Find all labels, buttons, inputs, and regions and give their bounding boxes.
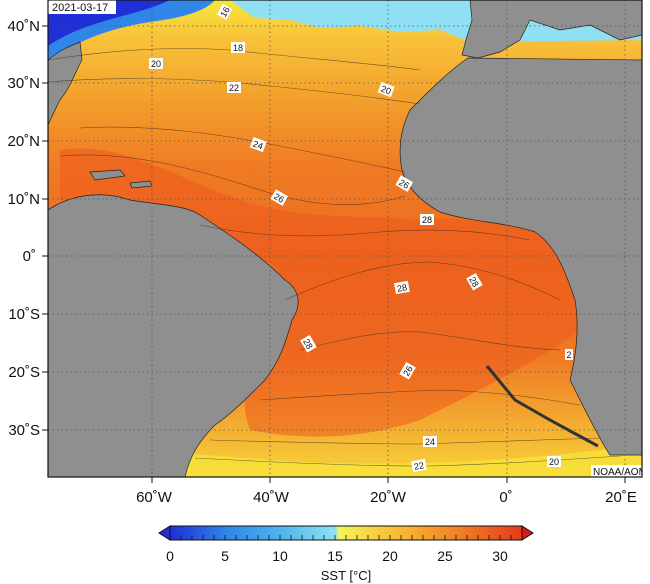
isotherm-label: 20 (549, 457, 559, 467)
date-stamp: 2021-03-17 (52, 2, 108, 14)
colorbar-title: SST [°C] (321, 568, 371, 583)
isotherm-label: 20 (151, 59, 161, 69)
credit-label: NOAA/AOML (593, 467, 650, 478)
isotherm-label: 26 (397, 177, 411, 191)
lon-tick-label: 20˚W (370, 489, 407, 506)
colorbar-max-arrow (521, 525, 534, 541)
isotherm-label: 20 (380, 84, 393, 97)
isotherm-label: 26 (272, 191, 286, 205)
lon-tick-label: 20˚E (605, 489, 637, 506)
lat-tick-label: 30˚N (7, 75, 40, 92)
isotherm-label: 24 (252, 139, 265, 152)
isotherm-label: 28 (396, 282, 408, 294)
isotherm-label: 22 (413, 460, 425, 472)
land-masses (48, 0, 642, 477)
isotherm-label: 2 (566, 350, 571, 360)
colorbar-tick-label: 15 (327, 548, 343, 564)
isotherm-labels: 16 18 20 20 22 24 26 26 28 28 28 28 26 2… (149, 3, 573, 473)
lat-tick-label: 10˚S (8, 306, 40, 323)
lat-tick-label: 40˚N (7, 18, 40, 35)
colorbar: 0 5 10 15 20 25 30 SST [°C] (158, 525, 534, 583)
lat-tick-label: 20˚S (8, 364, 40, 381)
lat-tick-label: 0˚ (23, 248, 36, 265)
lat-tick-label: 20˚N (7, 133, 40, 150)
isotherm-label: 26 (401, 364, 415, 378)
map-panel: 16 18 20 20 22 24 26 26 28 28 28 28 26 2… (48, 0, 650, 478)
lat-tick-label: 10˚N (7, 191, 40, 208)
isotherm-label: 16 (218, 5, 232, 19)
isotherm-label: 28 (301, 337, 315, 351)
isotherm-label: 18 (233, 43, 243, 53)
isotherm-label: 28 (422, 215, 432, 225)
colorbar-tick-label: 20 (382, 548, 398, 564)
isotherm-label: 22 (229, 83, 239, 93)
colorbar-tick-label: 30 (492, 548, 508, 564)
lon-tick-label: 40˚W (253, 489, 290, 506)
map-frame (47, 0, 643, 478)
colorbar-tick-label: 0 (166, 548, 174, 564)
colorbar-tick-label: 5 (221, 548, 229, 564)
lon-tick-label: 0˚ (499, 489, 512, 506)
lon-tick-label: 60˚W (136, 489, 173, 506)
isotherm-label: 24 (425, 437, 435, 447)
colorbar-tick-label: 25 (437, 548, 453, 564)
map-grid (48, 0, 642, 477)
ship-track (485, 365, 599, 448)
colorbar-tick-label: 10 (272, 548, 288, 564)
isotherm-label: 28 (467, 275, 481, 289)
lat-tick-label: 30˚S (8, 422, 40, 439)
colorbar-min-arrow (158, 525, 171, 541)
